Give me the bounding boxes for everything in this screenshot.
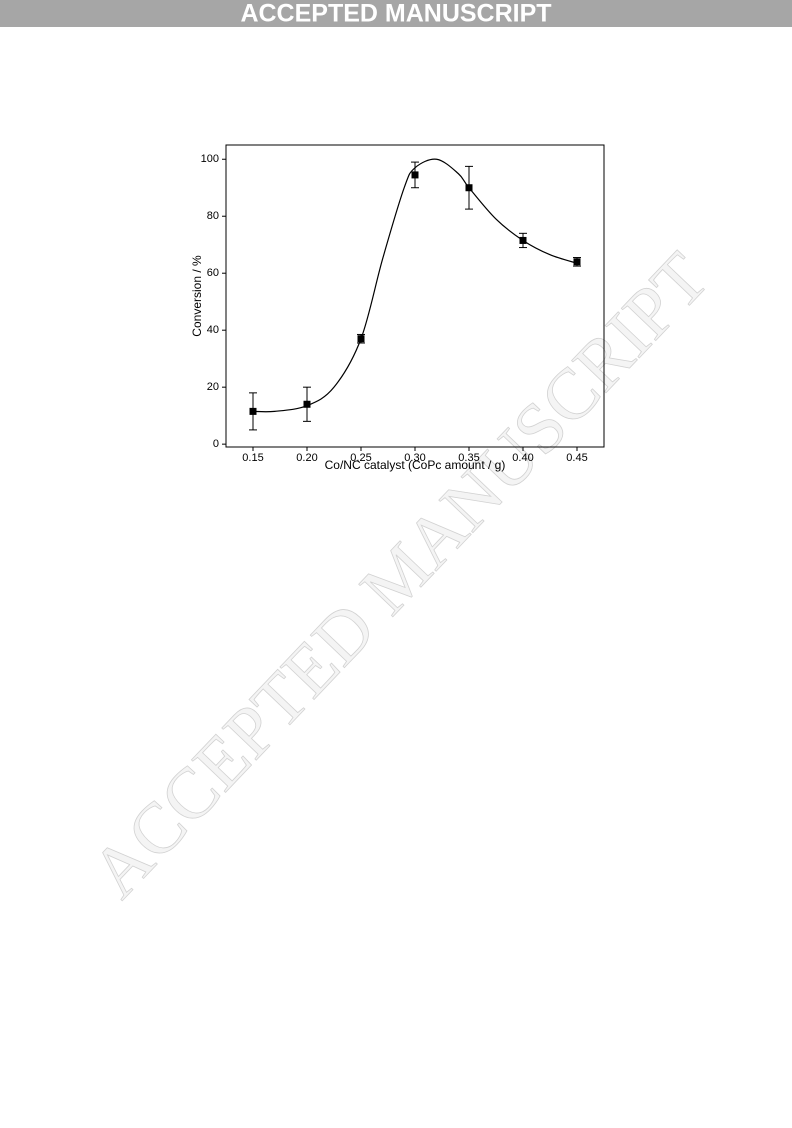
x-tick-label: 0.35 (458, 452, 479, 464)
data-point (573, 258, 581, 266)
y-tick-label: 60 (207, 267, 219, 279)
x-tick-label: 0.15 (242, 452, 263, 464)
y-tick-label: 40 (207, 324, 219, 336)
x-tick-label: 0.25 (350, 452, 371, 464)
y-tick-label: 80 (207, 210, 219, 222)
y-tick-label: 20 (207, 381, 219, 393)
watermark: ACCEPTED MANUSCRIPT (75, 237, 723, 912)
banner-bar (0, 0, 792, 27)
x-tick-label: 0.40 (512, 452, 533, 464)
y-tick-label: 100 (201, 153, 219, 165)
data-point (465, 184, 473, 192)
x-tick-label: 0.45 (566, 452, 587, 464)
data-point (411, 171, 419, 179)
data-point (303, 400, 311, 408)
y-axis-label: Conversion / % (190, 255, 204, 337)
x-tick-label: 0.30 (404, 452, 425, 464)
x-tick-label: 0.20 (296, 452, 317, 464)
data-point (249, 407, 257, 415)
data-point (519, 236, 527, 244)
x-axis-label: Co/NC catalyst (CoPc amount / g) (325, 458, 506, 472)
data-point (357, 335, 365, 343)
y-tick-label: 0 (213, 438, 219, 450)
fit-curve (252, 158, 578, 413)
banner-text: ACCEPTED MANUSCRIPT (240, 0, 551, 28)
